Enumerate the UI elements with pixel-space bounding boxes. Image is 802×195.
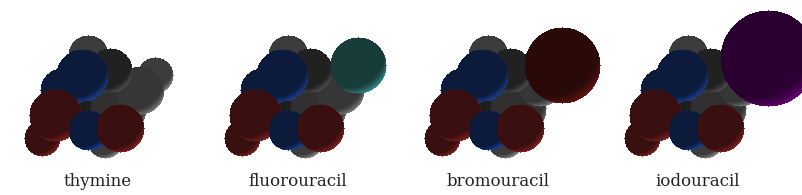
Text: iodouracil: iodouracil — [656, 173, 740, 190]
Text: fluorouracil: fluorouracil — [249, 173, 347, 190]
Text: thymine: thymine — [64, 173, 132, 190]
Text: bromouracil: bromouracil — [447, 173, 549, 190]
